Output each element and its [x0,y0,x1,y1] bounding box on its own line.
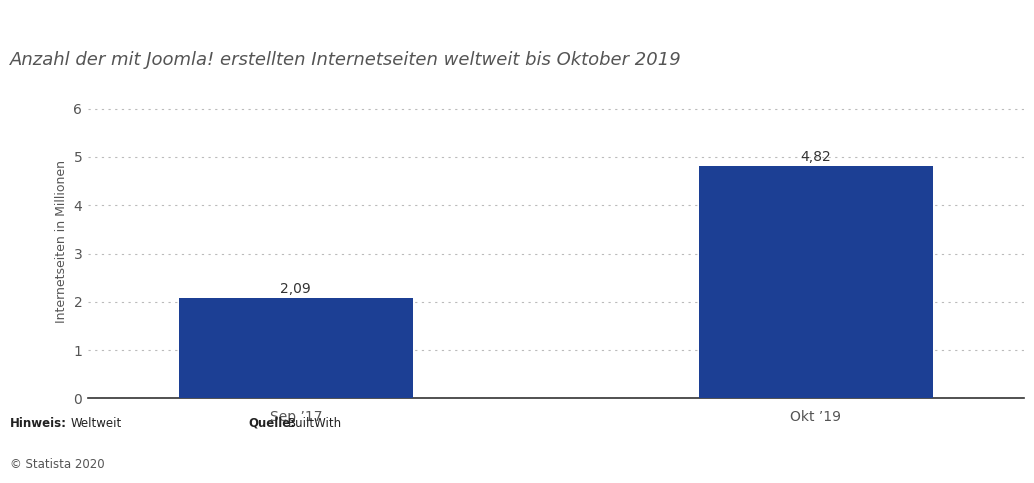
Text: Hinweis:: Hinweis: [10,417,67,430]
Bar [699,166,933,398]
Text: Quelle:: Quelle: [248,417,296,430]
Y-axis label: Internetseiten in Millionen: Internetseiten in Millionen [55,160,68,323]
Text: 2,09: 2,09 [280,282,311,296]
Text: |  IONOS: | IONOS [961,10,1022,23]
Text: 4,82: 4,82 [800,150,831,164]
Text: Anzahl der mit Joomla! erstellten Internetseiten weltweit bis Oktober 2019: Anzahl der mit Joomla! erstellten Intern… [10,51,682,69]
Text: Weltweit: Weltweit [70,417,122,430]
Bar [179,298,413,398]
Text: BuiltWith: BuiltWith [287,417,341,430]
Text: 1&1: 1&1 [994,10,1022,23]
Text: © Statista 2020: © Statista 2020 [10,458,105,471]
